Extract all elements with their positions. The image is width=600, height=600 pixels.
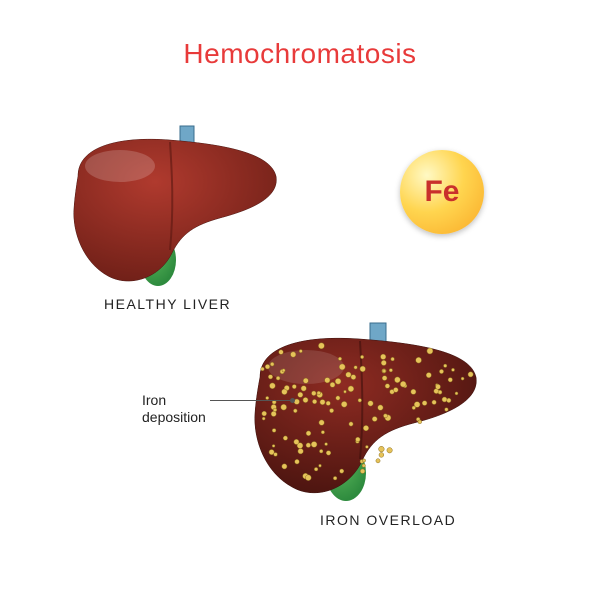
fe-element-badge: Fe — [400, 150, 484, 234]
pointer-text-line1: Iron — [142, 392, 206, 409]
pointer-line — [210, 400, 292, 401]
healthy-liver-graphic — [60, 118, 290, 303]
overload-liver-caption: IRON OVERLOAD — [320, 512, 456, 528]
overload-liver-graphic — [240, 315, 490, 520]
diagram-title: Hemochromatosis — [183, 38, 416, 70]
pointer-text-line2: deposition — [142, 409, 206, 426]
iron-deposition-label: Iron deposition — [142, 392, 206, 426]
fe-label: Fe — [424, 175, 459, 209]
healthy-liver-caption: HEALTHY LIVER — [104, 296, 231, 312]
